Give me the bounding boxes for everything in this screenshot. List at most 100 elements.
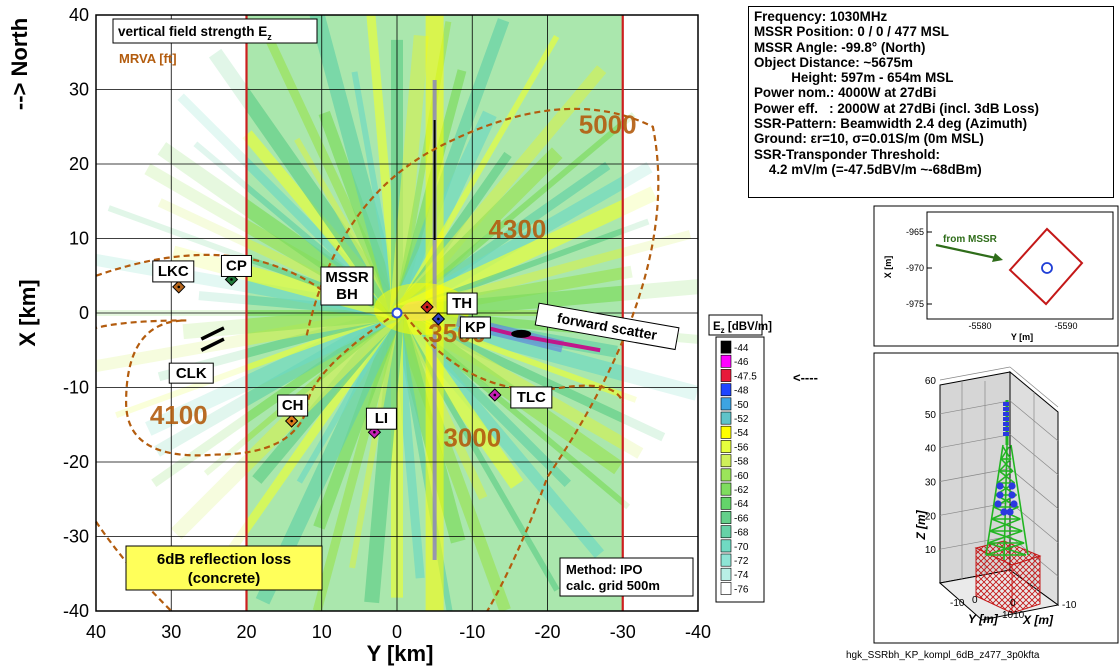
svg-text:60: 60 [925, 376, 937, 387]
site-ch: CH [277, 394, 309, 428]
inset2-y-title: Y [m] [968, 612, 999, 626]
svg-text:-5580: -5580 [968, 321, 991, 331]
antenna-elements [994, 402, 1018, 516]
inset2-grid [939, 366, 1059, 587]
svg-text:BH: BH [336, 286, 358, 303]
svg-text:0: 0 [1010, 598, 1016, 609]
svg-text:40: 40 [925, 444, 937, 455]
x-tick-label: -30 [610, 622, 636, 642]
mrva-boundary [305, 107, 660, 612]
svg-text:-970: -970 [906, 263, 924, 273]
svg-text:-50: -50 [734, 400, 749, 411]
method-line2: calc. grid 500m [566, 578, 660, 593]
base-front-right [1011, 555, 1041, 614]
legend-title: Ez [dBV/m] [713, 321, 772, 335]
svg-text:-68: -68 [734, 528, 749, 539]
x-tick-label: -40 [685, 622, 711, 642]
site-lkc: LKC [152, 260, 195, 294]
svg-text:TLC: TLC [517, 389, 546, 406]
inset1-ticks: -5580 -5590 -965 -970 -975 [906, 227, 1078, 331]
reflection-loss-line2: (concrete) [188, 570, 261, 587]
y-tick-label: 40 [69, 5, 89, 25]
mrva-label: 4100 [150, 400, 208, 430]
legend-swatch: -58 [720, 454, 749, 468]
from-mssr-label: from MSSR [943, 234, 998, 245]
site-li: LI [365, 407, 397, 439]
y-tick-label: 10 [69, 229, 89, 249]
object-center [1041, 262, 1053, 274]
threshold-arrow: <---- [793, 370, 818, 385]
x-tick-label: 30 [161, 622, 181, 642]
svg-text:-44: -44 [734, 343, 749, 354]
legend-swatch: -46 [720, 354, 749, 368]
svg-text:-975: -975 [906, 299, 924, 309]
mrva-label: 5000 [579, 110, 637, 140]
svg-text:30: 30 [925, 478, 937, 489]
x-tick-label: 10 [312, 622, 332, 642]
mrva-boundary [95, 253, 338, 303]
svg-text:-70: -70 [734, 542, 749, 553]
plot-frame [95, 14, 699, 612]
mrva-boundary [95, 520, 173, 612]
svg-text:-46: -46 [734, 357, 749, 368]
legend-swatch: -54 [720, 425, 749, 439]
x-tick-label: 0 [392, 622, 402, 642]
svg-text:1010: 1010 [1002, 610, 1025, 621]
inset1-y-title: X [m] [883, 256, 893, 279]
y-tick-label: -40 [63, 601, 89, 621]
mrva-label: 4300 [488, 214, 546, 244]
info-threshold-title: SSR-Transponder Threshold: [754, 146, 940, 162]
info-ssr-pattern: SSR-Pattern: Beamwidth 2.4 deg (Azimuth) [754, 116, 1028, 132]
method-line1: Method: IPO [566, 562, 643, 577]
svg-text:CLK: CLK [176, 365, 207, 382]
legend-swatch: -74 [720, 567, 749, 581]
info-frequency: Frequency: 1030MHz [754, 9, 888, 24]
legend-swatch: -64 [720, 496, 749, 510]
x-tick-label: -10 [459, 622, 485, 642]
svg-text:50: 50 [925, 410, 937, 421]
y-tick-label: -10 [63, 378, 89, 398]
svg-text:10: 10 [925, 545, 937, 556]
legend-swatch: -68 [720, 525, 749, 539]
legend-swatch: -60 [720, 468, 749, 482]
field-title-sub: z [267, 32, 272, 42]
inset-object-map: from MSSR -5580 -5590 -965 -970 -975 Y [m] X… [873, 205, 1119, 347]
site-tlc: TLC [488, 386, 553, 409]
legend-title-box [708, 314, 763, 336]
svg-text:CP: CP [226, 257, 247, 274]
legend-swatch: -48 [720, 383, 749, 397]
svg-text:-48: -48 [734, 386, 749, 397]
svg-text:-76: -76 [734, 584, 749, 595]
x-axis-title: Y [km] [367, 641, 434, 666]
reflection-loss-box: 6dB reflection loss (concrete) [125, 545, 323, 591]
site-kp: KP [431, 312, 491, 339]
svg-text:-58: -58 [734, 457, 749, 468]
method-box: Method: IPO calc. grid 500m [559, 557, 694, 597]
from-mssr-arrow [935, 243, 1003, 262]
info-object-distance: Object Distance: ~5675m [754, 54, 913, 70]
svg-text:-66: -66 [734, 513, 749, 524]
svg-text:KP: KP [465, 319, 486, 336]
parameters-box: Frequency: 1030MHz MSSR Position: 0 / 0 … [748, 6, 1114, 198]
legend-swatch: -50 [720, 397, 749, 411]
svg-text:-72: -72 [734, 556, 749, 567]
runway-icon [200, 326, 225, 352]
legend-swatch: -70 [720, 539, 749, 553]
y-axis-title: X [km] [15, 279, 40, 346]
info-height: Height: 597m - 654m MSL [754, 70, 954, 86]
inset2-z-title: Z [m] [914, 509, 928, 540]
x-tick-label: -20 [534, 622, 560, 642]
info-mssr-position: MSSR Position: 0 / 0 / 477 MSL [754, 24, 949, 40]
site-th: TH [420, 292, 478, 315]
y-tick-label: -30 [63, 527, 89, 547]
svg-text:-74: -74 [734, 570, 749, 581]
svg-text:TH: TH [452, 295, 472, 312]
info-ground: Ground: εr=10, σ=0.01S/m (0m MSL) [754, 131, 984, 147]
object-footprint [1008, 227, 1084, 306]
svg-text:-54: -54 [734, 428, 749, 439]
svg-text:MSSR: MSSR [325, 269, 369, 286]
legend-swatch: -66 [720, 511, 749, 524]
